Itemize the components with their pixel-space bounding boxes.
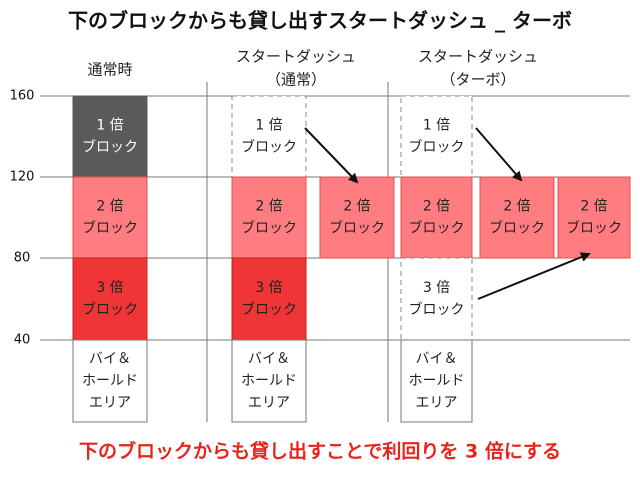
block-label: ブロック xyxy=(82,220,138,237)
block-label: バイ＆ xyxy=(89,351,131,367)
block-label: ホールド xyxy=(82,373,138,389)
block-box xyxy=(231,176,307,259)
block-box xyxy=(319,176,395,259)
block-box xyxy=(400,257,473,341)
block-label: ブロック xyxy=(489,220,545,237)
axis-label: 160 xyxy=(10,89,35,104)
block-label: ブロック xyxy=(241,301,297,318)
block-label: ブロック xyxy=(329,220,385,237)
axis-label: 120 xyxy=(10,170,35,185)
block-box xyxy=(231,95,307,178)
column-header: スタートダッシュ xyxy=(236,48,356,66)
block-label: 2 倍 xyxy=(503,199,530,215)
block-label: 3 倍 xyxy=(423,280,450,296)
block-box xyxy=(400,95,473,178)
block-box xyxy=(479,176,555,259)
block-label: ブロック xyxy=(82,139,138,156)
block-box xyxy=(557,176,631,259)
block-box xyxy=(72,257,148,341)
block-label: 1 倍 xyxy=(255,118,282,134)
block-label: ブロック xyxy=(241,220,297,237)
block-label: 1 倍 xyxy=(423,118,450,134)
block-label: ブロック xyxy=(409,139,465,156)
block-box xyxy=(72,95,148,178)
arrow xyxy=(304,127,359,184)
block-box xyxy=(231,257,307,341)
block-box xyxy=(72,339,148,423)
block-label: 2 倍 xyxy=(96,199,123,215)
title: 下のブロックからも貸し出すスタートダッシュ _ ターボ xyxy=(68,9,572,33)
block-label: 2 倍 xyxy=(423,199,450,215)
block-label: ブロック xyxy=(409,220,465,237)
column-header: （通常） xyxy=(266,71,326,89)
block-label: エリア xyxy=(416,395,458,411)
axis-label: 80 xyxy=(14,251,31,266)
block-box xyxy=(231,339,307,423)
block-label: ホールド xyxy=(409,373,465,389)
block-label: 3 倍 xyxy=(255,280,282,296)
arrow xyxy=(475,127,523,182)
block-label: ホールド xyxy=(241,373,297,389)
block-label: 1 倍 xyxy=(96,118,123,134)
column-header: 通常時 xyxy=(87,61,132,79)
block-label: バイ＆ xyxy=(416,351,458,367)
column-header: スタートダッシュ xyxy=(418,48,538,66)
block-box xyxy=(400,176,473,259)
block-box xyxy=(72,176,148,259)
block-label: 2 倍 xyxy=(343,199,370,215)
block-box xyxy=(400,339,473,423)
block-label: 3 倍 xyxy=(96,280,123,296)
block-label: ブロック xyxy=(241,139,297,156)
block-label: 2 倍 xyxy=(580,199,607,215)
block-label: 2 倍 xyxy=(255,199,282,215)
block-label: ブロック xyxy=(409,301,465,318)
block-label: ブロック xyxy=(82,301,138,318)
block-label: バイ＆ xyxy=(248,351,290,367)
column-header: （ターボ） xyxy=(440,71,515,89)
axis-label: 40 xyxy=(14,333,31,348)
block-label: エリア xyxy=(248,395,290,411)
block-label: エリア xyxy=(89,395,131,411)
arrow xyxy=(477,252,591,300)
footer: 下のブロックからも貸し出すことで利回りを 3 倍にする xyxy=(79,440,561,463)
block-label: ブロック xyxy=(566,220,622,237)
